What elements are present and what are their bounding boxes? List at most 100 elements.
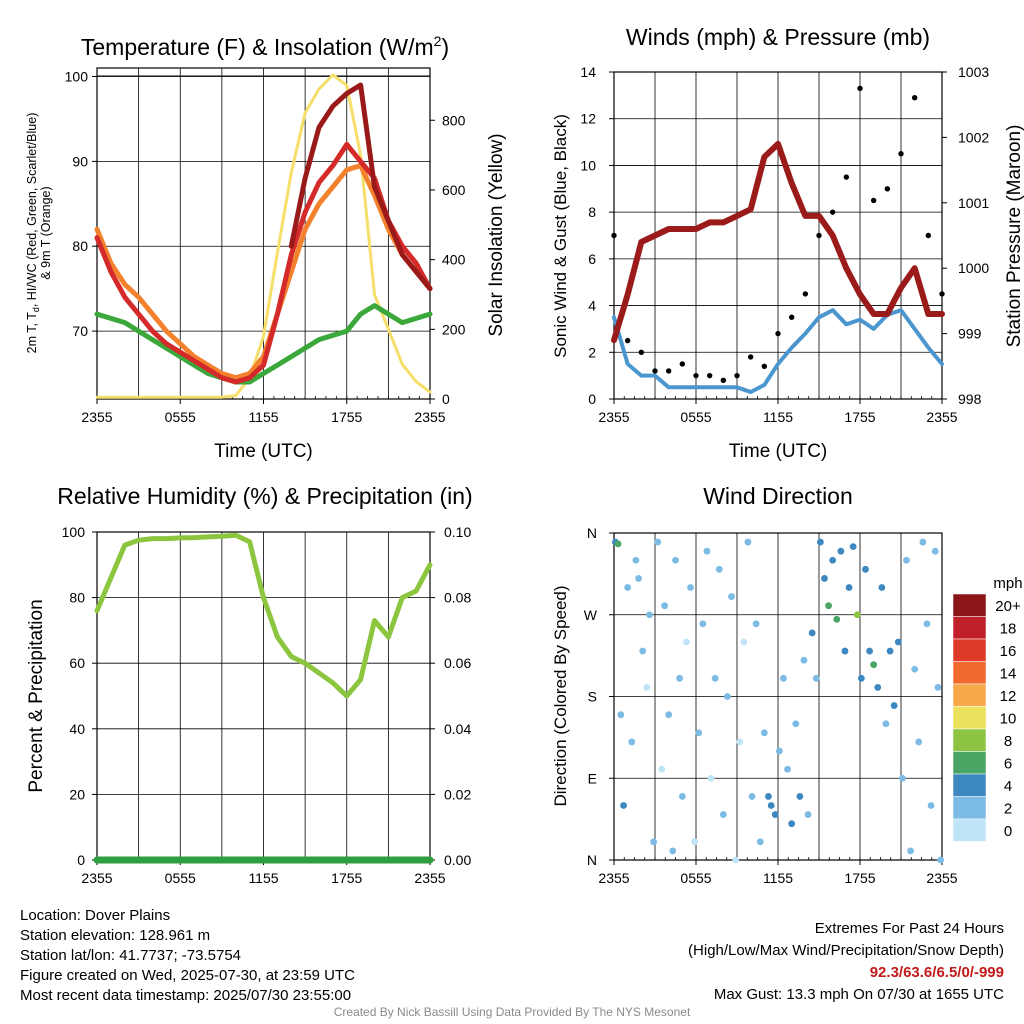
direction-point <box>624 584 632 591</box>
direction-point <box>744 538 752 546</box>
direction-point <box>903 556 910 564</box>
x-tick-label: 1155 <box>248 870 278 886</box>
gust-point <box>747 354 754 360</box>
direction-point <box>669 847 677 855</box>
created-text: Figure created on Wed, 2025-07-30, at 23… <box>20 967 355 984</box>
y2-axis-label: Solar Insolation (Yellow) <box>486 133 507 336</box>
direction-point <box>771 811 779 818</box>
x-tick-label: 2355 <box>81 409 112 425</box>
y2-tick-label: 200 <box>442 321 466 337</box>
gust-point <box>870 197 877 204</box>
gust-point <box>802 291 809 297</box>
location-text: Location: Dover Plains <box>20 907 171 924</box>
legend-label: 16 <box>1000 643 1017 660</box>
direction-title: Wind Direction <box>703 483 853 509</box>
direction-point <box>687 584 694 591</box>
legend-label: 18 <box>1000 621 1017 638</box>
y2-tick-label: 1002 <box>958 129 989 145</box>
title-superscript: 2 <box>434 33 442 49</box>
y2-tick-label: 1000 <box>958 260 989 276</box>
max-gust-text: Max Gust: 13.3 mph On 07/30 at 1655 UTC <box>713 986 1004 1003</box>
gust-point <box>638 349 645 355</box>
x-tick-label: 1755 <box>331 870 362 886</box>
series-line <box>95 73 432 399</box>
direction-point <box>635 575 642 582</box>
y2-tick-label: 0.10 <box>444 524 471 540</box>
gust-point <box>624 337 631 344</box>
x-tick-label: 2355 <box>414 870 445 886</box>
elevation-text: Station elevation: 128.961 m <box>20 927 211 944</box>
gust-point <box>925 232 932 239</box>
x-tick-label: 1755 <box>844 870 875 886</box>
direction-point <box>614 540 622 548</box>
gust-point <box>816 232 822 239</box>
y-tick-label: 100 <box>65 68 89 84</box>
latlon-text: Station lat/lon: 41.7737; -73.5754 <box>20 947 242 964</box>
legend-label: 8 <box>1004 733 1012 750</box>
gust-point <box>679 361 686 367</box>
direction-point <box>804 811 812 818</box>
y2-tick-label: 0.04 <box>444 721 471 737</box>
legend-swatch <box>952 773 987 797</box>
legend-swatch <box>952 796 987 820</box>
recent-text: Most recent data timestamp: 2025/07/30 2… <box>20 987 352 1004</box>
x-tick-label: 0555 <box>680 870 711 886</box>
y-axis-label: Direction (Colored By Speed) <box>551 585 570 806</box>
direction-point <box>767 802 775 809</box>
title-text: Temperature (F) & Insolation (W/m <box>81 34 434 60</box>
direction-point <box>672 556 679 564</box>
y2-tick-label: 0.06 <box>444 655 471 671</box>
direction-point <box>911 665 919 673</box>
title-text-end: ) <box>441 34 449 60</box>
humidity-panel: Relative Humidity (%) & Precipitation (i… <box>26 483 473 886</box>
direction-point <box>695 729 703 737</box>
y-tick-label: 6 <box>588 251 596 267</box>
direction-point <box>699 620 707 628</box>
direction-point <box>728 593 735 600</box>
y-tick-label: 60 <box>69 655 85 671</box>
direction-point <box>870 661 878 669</box>
gust-point <box>665 368 672 374</box>
direction-point <box>837 547 845 555</box>
y-tick-label: 8 <box>588 204 596 220</box>
direction-point <box>845 584 853 591</box>
direction-point <box>927 802 935 809</box>
y-axis-label: 2m T, Td, HI/WC (Red, Green, Scarlet/Blu… <box>25 113 41 354</box>
direction-point <box>765 793 772 800</box>
legend-swatch <box>952 661 987 685</box>
x-tick-label: 2355 <box>926 870 957 886</box>
legend-swatch <box>952 728 987 752</box>
direction-point <box>894 638 902 646</box>
direction-point <box>646 611 653 619</box>
y-axis-label: Sonic Wind & Gust (Blue, Black) <box>551 114 570 358</box>
direction-point <box>796 793 804 800</box>
direction-point <box>775 747 783 755</box>
direction-point <box>748 793 756 800</box>
direction-point <box>719 811 727 818</box>
gust-point <box>706 372 713 379</box>
direction-point <box>711 674 719 682</box>
direction-point <box>752 620 760 628</box>
y2-tick-label: 1003 <box>958 64 989 80</box>
y2-tick-label: 400 <box>442 252 466 268</box>
extremes-values: 92.3/63.6/6.5/0/-999 <box>869 964 1004 981</box>
y-tick-label: 2 <box>588 344 596 360</box>
direction-point <box>678 793 686 800</box>
y2-tick-label: 600 <box>442 182 466 198</box>
direction-point <box>740 638 748 646</box>
gust-point <box>611 232 617 239</box>
direction-point <box>658 765 666 773</box>
credit-text: Created By Nick Bassill Using Data Provi… <box>333 1005 691 1019</box>
y-tick-label: E <box>588 770 597 786</box>
gust-point <box>788 314 795 320</box>
y-tick-label: 0 <box>77 852 85 868</box>
y2-tick-label: 0.08 <box>444 590 471 606</box>
direction-point <box>760 729 768 737</box>
legend-label: 6 <box>1004 756 1012 773</box>
gust-point <box>857 85 863 92</box>
y-label-subscript: d <box>31 307 41 312</box>
y2-tick-label: 999 <box>958 326 982 342</box>
direction-point <box>934 684 942 691</box>
y-tick-label: 40 <box>69 721 85 737</box>
direction-point <box>654 538 662 546</box>
